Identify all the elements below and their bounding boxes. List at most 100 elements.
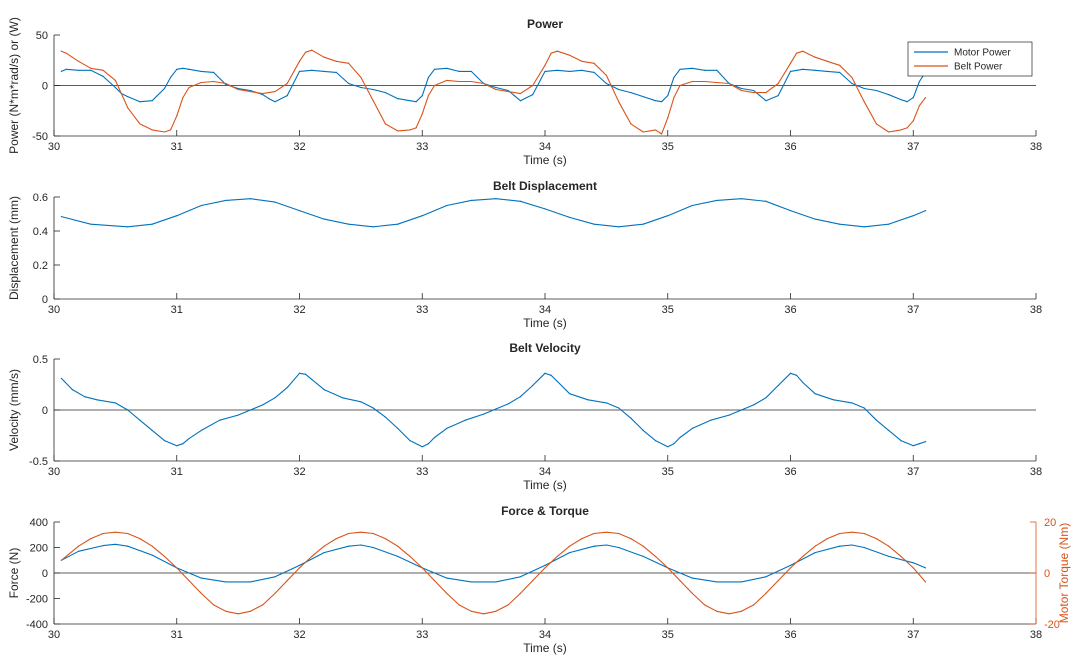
data-point <box>532 84 534 87</box>
data-point <box>305 51 307 53</box>
data-point <box>814 393 816 395</box>
data-point <box>863 546 865 549</box>
data-point <box>691 204 693 207</box>
data-point <box>96 399 98 401</box>
data-point <box>298 372 301 374</box>
x-tick-label: 36 <box>784 304 796 316</box>
chart-panel-3: 30 31 32 33 34 35 36 37 38 -0.5 0 0.5 Belt Velocity T… <box>7 341 1042 492</box>
data-point <box>888 131 890 133</box>
data-point <box>182 67 184 69</box>
data-point <box>163 555 166 558</box>
data-point <box>170 76 172 79</box>
data-point <box>323 218 325 220</box>
data-point <box>151 100 153 102</box>
data-point <box>182 443 184 445</box>
series-line <box>61 198 926 228</box>
data-point <box>446 427 448 429</box>
y-tick-label: 200 <box>30 543 48 555</box>
data-point <box>274 397 276 399</box>
data-point <box>888 429 890 431</box>
data-point <box>188 86 190 89</box>
chart-panel-1: 30 31 32 33 34 35 36 37 38 -50 0 50 Power Time (s) Pow… <box>7 17 1042 167</box>
data-point <box>716 199 718 201</box>
data-point <box>679 68 681 70</box>
y-axis-label: Power (N*m*rad/s) or (W) <box>7 17 21 154</box>
data-point <box>740 89 743 92</box>
data-point <box>225 82 227 85</box>
data-point <box>691 577 693 579</box>
series-2 <box>60 531 927 615</box>
data-point <box>507 90 509 93</box>
data-point <box>323 545 325 547</box>
legend: Motor Power Belt Power <box>907 41 1033 77</box>
data-point <box>587 399 589 401</box>
data-point <box>237 613 239 615</box>
data-point <box>556 50 558 52</box>
data-point <box>341 397 344 399</box>
data-point <box>225 581 227 583</box>
data-point <box>65 52 67 54</box>
data-point <box>274 101 276 103</box>
data-point <box>581 60 583 62</box>
data-point <box>335 60 337 62</box>
data-point <box>249 610 251 612</box>
data-point <box>753 404 755 406</box>
data-point <box>863 532 865 535</box>
data-point <box>298 210 301 212</box>
data-point <box>237 414 239 416</box>
data-point <box>593 545 595 547</box>
data-point <box>789 210 792 212</box>
data-point <box>323 70 325 72</box>
data-point <box>875 419 878 421</box>
data-point <box>151 545 153 547</box>
x-axis-label: Time (s) <box>523 641 567 655</box>
x-tick-label: 37 <box>907 141 919 153</box>
data-point <box>372 100 374 102</box>
data-point <box>900 129 902 131</box>
data-point <box>789 62 792 64</box>
x-tick-label: 33 <box>416 141 428 153</box>
data-point <box>421 446 423 448</box>
x-tick-label: 31 <box>171 466 183 478</box>
data-point <box>176 68 178 70</box>
data-point <box>127 107 129 109</box>
data-point <box>777 580 779 582</box>
data-point <box>532 580 534 582</box>
data-point <box>470 70 472 72</box>
data-point <box>826 537 828 540</box>
data-point <box>679 84 681 87</box>
data-point <box>740 610 743 612</box>
data-point <box>691 80 693 83</box>
data-point <box>875 123 878 125</box>
data-point <box>716 69 718 71</box>
x-tick-label: 30 <box>48 466 60 478</box>
data-point <box>65 68 67 70</box>
data-point <box>900 555 902 558</box>
data-point <box>298 60 301 62</box>
data-point <box>796 374 798 376</box>
chart-title: Power <box>527 17 563 31</box>
x-axis-label: Time (s) <box>523 153 567 167</box>
data-point <box>691 592 693 595</box>
data-point <box>507 89 509 92</box>
data-point <box>483 413 485 415</box>
data-point <box>642 555 644 558</box>
data-point <box>127 532 129 535</box>
data-point <box>495 581 497 583</box>
data-point <box>765 100 767 102</box>
data-point <box>691 67 693 69</box>
data-point <box>311 555 313 558</box>
data-point <box>421 113 423 115</box>
x-tick-label: 38 <box>1030 629 1042 641</box>
data-point <box>163 87 166 90</box>
data-point <box>176 215 178 217</box>
data-point <box>642 429 644 431</box>
data-point <box>114 531 116 533</box>
data-point <box>127 226 129 228</box>
data-point <box>151 223 153 225</box>
data-point <box>605 74 607 76</box>
data-point <box>556 555 558 558</box>
series-1 <box>60 198 927 228</box>
data-point <box>311 378 313 380</box>
data-point <box>605 402 607 404</box>
